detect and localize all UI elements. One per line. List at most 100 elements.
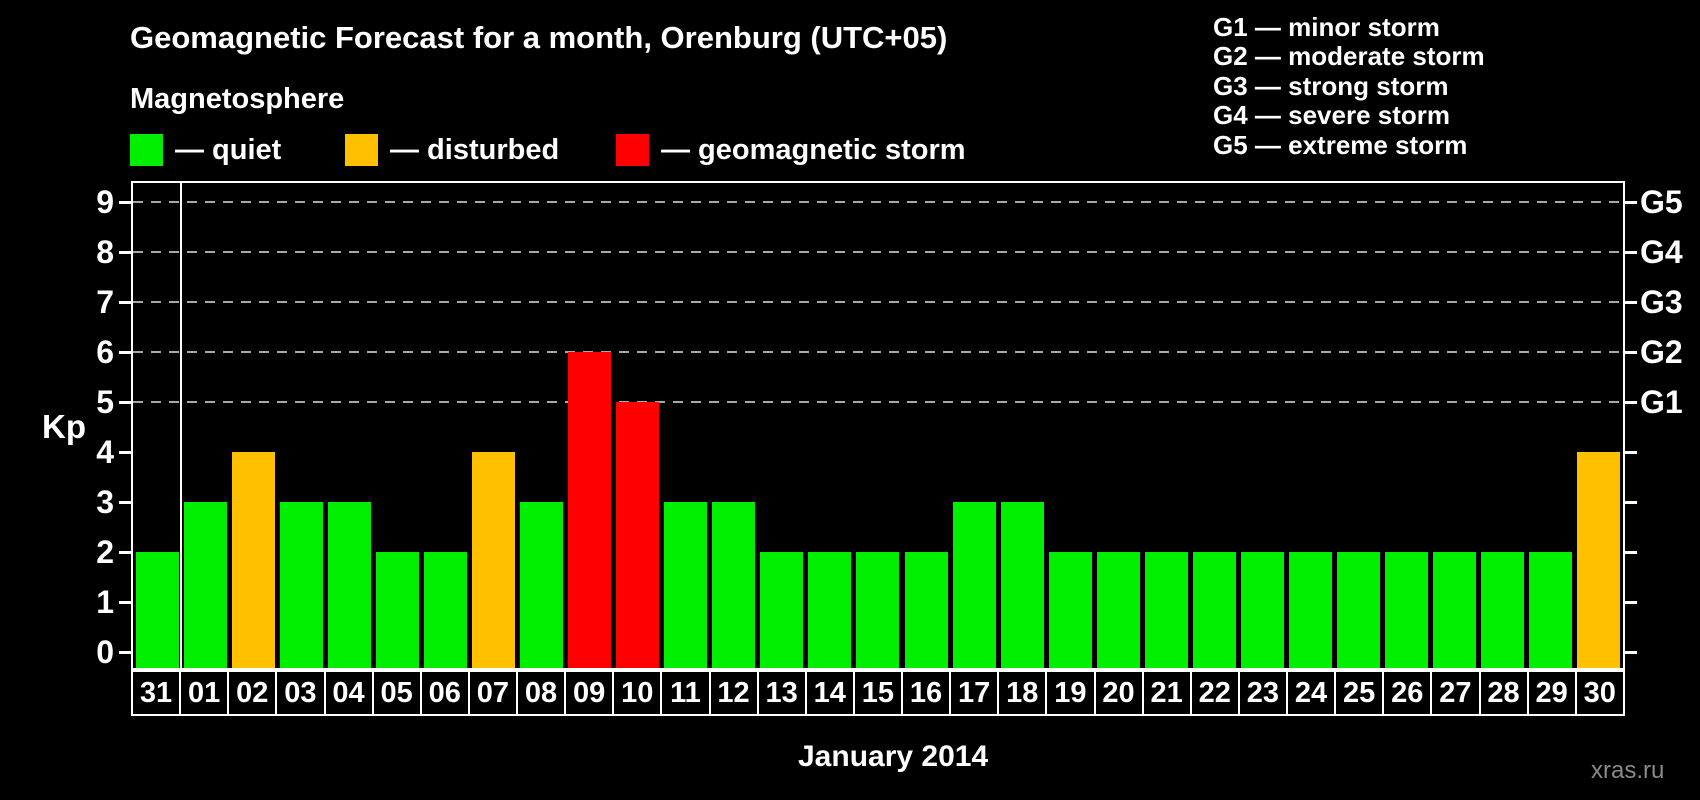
day-cell-04: 04 <box>323 670 374 716</box>
bar-day-25 <box>1337 552 1381 668</box>
bar-column-26 <box>1383 183 1431 668</box>
day-axis-row: 31 01 02 03 04 05 06 07 08 09 10 11 12 13 14 15 16 17 18 19… <box>131 670 1625 716</box>
right-axis-tick-1 <box>1625 601 1637 604</box>
y-axis-label-3: 3 <box>96 484 114 520</box>
bar-column-05 <box>373 183 421 668</box>
left-axis-tick-4 <box>119 451 131 454</box>
y-axis-label-8: 8 <box>96 234 114 270</box>
bar-day-18 <box>1000 502 1044 668</box>
bar-column-28 <box>1479 183 1527 668</box>
bar-day-01 <box>183 502 227 668</box>
day-cell-25: 25 <box>1334 670 1385 716</box>
bar-day-21 <box>1144 552 1188 668</box>
day-cell-28: 28 <box>1478 670 1529 716</box>
day-cell-23: 23 <box>1237 670 1288 716</box>
g-axis-label-g3: G3 <box>1640 284 1683 320</box>
day-cell-18: 18 <box>997 670 1048 716</box>
day-cell-05: 05 <box>371 670 422 716</box>
bar-column-01 <box>181 183 229 668</box>
bar-day-05 <box>375 552 419 668</box>
g-axis-label-g1: G1 <box>1640 384 1683 420</box>
left-axis-tick-3 <box>119 501 131 504</box>
bar-day-11 <box>664 502 708 668</box>
bar-day-17 <box>952 502 996 668</box>
y-axis-label-5: 5 <box>96 384 114 420</box>
plot-area <box>131 181 1625 670</box>
bar-day-16 <box>904 552 948 668</box>
left-axis-tick-9 <box>119 201 131 204</box>
day-cell-08: 08 <box>516 670 567 716</box>
legend-label-storm: — geomagnetic storm <box>661 134 966 166</box>
day-cell-20: 20 <box>1093 670 1144 716</box>
bar-day-24 <box>1289 552 1333 668</box>
bar-column-02 <box>229 183 277 668</box>
bar-column-13 <box>758 183 806 668</box>
gridline-kp-5 <box>133 401 1623 403</box>
day-cell-17: 17 <box>949 670 1000 716</box>
legend-item-quiet: — quiet <box>130 134 281 166</box>
y-axis-label-6: 6 <box>96 334 114 370</box>
bar-column-08 <box>518 183 566 668</box>
bar-column-27 <box>1431 183 1479 668</box>
left-axis-tick-8 <box>119 251 131 254</box>
bar-column-10 <box>614 183 662 668</box>
bar-day-22 <box>1192 552 1236 668</box>
day-cell-12: 12 <box>708 670 759 716</box>
bar-column-09 <box>566 183 614 668</box>
bar-day-07 <box>471 452 515 668</box>
bar-day-30 <box>1577 452 1621 668</box>
g-legend-line-g4: G4 — severe storm <box>1213 100 1451 131</box>
day-cell-22: 22 <box>1189 670 1240 716</box>
bar-column-07 <box>469 183 517 668</box>
bar-day-09 <box>568 352 612 668</box>
bar-day-15 <box>856 552 900 668</box>
left-axis-tick-1 <box>119 601 131 604</box>
day-cell-09: 09 <box>564 670 615 716</box>
left-axis-tick-6 <box>119 351 131 354</box>
bar-column-21 <box>1142 183 1190 668</box>
day-cell-03: 03 <box>275 670 326 716</box>
g-scale-legend: G1 — minor storm G2 — moderate storm G3 … <box>1213 12 1485 160</box>
day-cell-31: 31 <box>131 670 182 716</box>
day-cell-06: 06 <box>419 670 470 716</box>
gridline-kp-6 <box>133 351 1623 353</box>
right-axis-tick-9 <box>1625 201 1637 204</box>
day-cell-29: 29 <box>1526 670 1577 716</box>
month-separator-line <box>180 183 182 668</box>
right-axis-tick-2 <box>1625 551 1637 554</box>
bar-column-25 <box>1335 183 1383 668</box>
bar-day-04 <box>327 502 371 668</box>
y-axis-label-0: 0 <box>96 634 114 670</box>
day-cell-21: 21 <box>1141 670 1192 716</box>
day-cell-30: 30 <box>1574 670 1625 716</box>
legend-item-disturbed: — disturbed <box>345 134 559 166</box>
bar-column-22 <box>1190 183 1238 668</box>
bar-day-14 <box>808 552 852 668</box>
month-label: January 2014 <box>798 740 989 773</box>
quiet-color-swatch <box>130 134 163 166</box>
g-axis-label-g5: G5 <box>1640 184 1683 220</box>
bar-day-31 <box>135 552 179 668</box>
day-cell-07: 07 <box>467 670 518 716</box>
kp-axis-title: Kp <box>42 408 86 445</box>
bar-day-20 <box>1096 552 1140 668</box>
bar-day-02 <box>231 452 275 668</box>
right-axis-tick-7 <box>1625 301 1637 304</box>
bar-day-27 <box>1433 552 1477 668</box>
gridline-kp-7 <box>133 301 1623 303</box>
bar-day-29 <box>1529 552 1573 668</box>
bar-column-19 <box>1046 183 1094 668</box>
right-axis-tick-4 <box>1625 451 1637 454</box>
bars-row <box>133 183 1623 668</box>
right-axis-tick-8 <box>1625 251 1637 254</box>
legend-label-disturbed: — disturbed <box>390 134 560 166</box>
bar-day-23 <box>1240 552 1284 668</box>
bar-column-11 <box>662 183 710 668</box>
day-cell-15: 15 <box>852 670 903 716</box>
y-axis-label-2: 2 <box>96 534 114 570</box>
right-axis-tick-3 <box>1625 501 1637 504</box>
day-cell-27: 27 <box>1430 670 1481 716</box>
bar-column-20 <box>1094 183 1142 668</box>
bar-column-29 <box>1527 183 1575 668</box>
